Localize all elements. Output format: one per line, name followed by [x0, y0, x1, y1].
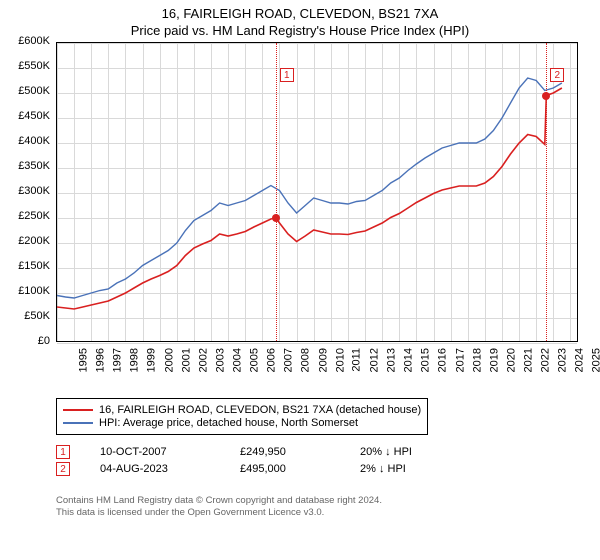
x-tick-label: 2002: [197, 348, 209, 372]
x-tick-label: 2024: [574, 348, 586, 372]
x-tick-label: 1997: [112, 348, 124, 372]
x-tick-label: 2011: [350, 348, 362, 372]
x-tick-label: 2018: [471, 348, 483, 372]
transaction-index-box: 2: [56, 462, 70, 476]
x-tick-label: 2021: [522, 348, 534, 372]
y-tick-label: £600K: [0, 35, 50, 47]
y-tick-label: £150K: [0, 260, 50, 272]
transaction-index-box: 1: [56, 445, 70, 459]
attribution-line1: Contains HM Land Registry data © Crown c…: [56, 495, 382, 507]
legend-label: HPI: Average price, detached house, Nort…: [99, 417, 358, 429]
transaction-point-dot: [272, 214, 280, 222]
y-tick-label: £550K: [0, 60, 50, 72]
x-tick-label: 2016: [437, 348, 449, 372]
legend-swatch: [63, 409, 93, 411]
x-tick-label: 2007: [283, 348, 295, 372]
x-tick-label: 2019: [488, 348, 500, 372]
attribution-text: Contains HM Land Registry data © Crown c…: [56, 495, 382, 520]
x-tick-label: 1999: [146, 348, 158, 372]
transaction-marker-box: 2: [550, 68, 564, 82]
x-tick-label: 1996: [95, 348, 107, 372]
transactions-table: 1 10-OCT-2007 £249,950 20% ↓ HPI 2 04-AUG-202…: [56, 442, 412, 479]
y-tick-label: £300K: [0, 185, 50, 197]
x-tick-label: 2022: [540, 348, 552, 372]
gridline-h: [57, 343, 577, 344]
legend-label: 16, FAIRLEIGH ROAD, CLEVEDON, BS21 7XA (…: [99, 404, 421, 416]
x-tick-label: 2023: [557, 348, 569, 372]
legend-swatch: [63, 422, 93, 424]
x-tick-label: 2004: [232, 348, 244, 372]
x-tick-label: 2009: [317, 348, 329, 372]
x-tick-label: 2014: [403, 348, 415, 372]
transaction-row: 1 10-OCT-2007 £249,950 20% ↓ HPI: [56, 445, 412, 459]
legend-row: HPI: Average price, detached house, Nort…: [63, 417, 421, 429]
y-tick-label: £350K: [0, 160, 50, 172]
x-tick-label: 1995: [77, 348, 89, 372]
transaction-vline: [546, 43, 547, 341]
x-tick-label: 2017: [454, 348, 466, 372]
x-tick-label: 2010: [334, 348, 346, 372]
x-tick-label: 2000: [163, 348, 175, 372]
transaction-price: £495,000: [240, 463, 330, 475]
transaction-vline: [276, 43, 277, 341]
y-tick-label: £50K: [0, 310, 50, 322]
attribution-line2: This data is licensed under the Open Gov…: [56, 507, 382, 519]
y-tick-label: £200K: [0, 235, 50, 247]
chart-series-svg: [57, 43, 579, 343]
transaction-marker-box: 1: [280, 68, 294, 82]
x-tick-label: 2013: [386, 348, 398, 372]
title-line2: Price paid vs. HM Land Registry's House …: [0, 23, 600, 40]
legend-row: 16, FAIRLEIGH ROAD, CLEVEDON, BS21 7XA (…: [63, 404, 421, 416]
y-tick-label: £400K: [0, 135, 50, 147]
y-tick-label: £500K: [0, 85, 50, 97]
x-tick-label: 2006: [266, 348, 278, 372]
chart-plot-area: 12: [56, 42, 578, 342]
y-tick-label: £450K: [0, 110, 50, 122]
x-tick-label: 2005: [249, 348, 261, 372]
y-tick-label: £0: [0, 335, 50, 347]
transaction-price: £249,950: [240, 446, 330, 458]
legend-box: 16, FAIRLEIGH ROAD, CLEVEDON, BS21 7XA (…: [56, 398, 428, 435]
series-line: [57, 88, 562, 309]
title-line1: 16, FAIRLEIGH ROAD, CLEVEDON, BS21 7XA: [0, 6, 600, 23]
transaction-point-dot: [542, 92, 550, 100]
transaction-delta: 20% ↓ HPI: [360, 446, 412, 458]
x-tick-label: 2020: [505, 348, 517, 372]
transaction-date: 10-OCT-2007: [100, 446, 210, 458]
x-tick-label: 2008: [300, 348, 312, 372]
x-tick-label: 2025: [591, 348, 600, 372]
x-tick-label: 1998: [129, 348, 141, 372]
x-tick-label: 2012: [368, 348, 380, 372]
y-tick-label: £250K: [0, 210, 50, 222]
x-tick-label: 2015: [420, 348, 432, 372]
transaction-date: 04-AUG-2023: [100, 463, 210, 475]
x-tick-label: 2003: [214, 348, 226, 372]
series-line: [57, 78, 562, 298]
transaction-row: 2 04-AUG-2023 £495,000 2% ↓ HPI: [56, 462, 412, 476]
y-tick-label: £100K: [0, 285, 50, 297]
transaction-delta: 2% ↓ HPI: [360, 463, 406, 475]
x-tick-label: 2001: [180, 348, 192, 372]
